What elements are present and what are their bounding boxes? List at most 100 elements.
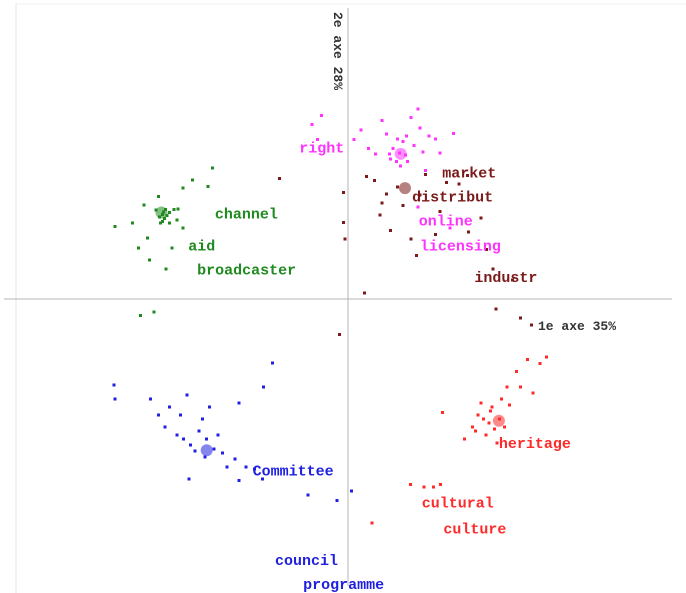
data-point-maroon — [277, 177, 281, 181]
data-point-magenta — [412, 143, 416, 147]
centroid-green — [155, 206, 168, 219]
data-point-blue — [253, 467, 257, 471]
data-point-maroon — [518, 316, 522, 320]
data-point-magenta — [409, 115, 413, 119]
data-point-magenta — [367, 147, 371, 151]
data-point-maroon — [415, 254, 419, 258]
data-point-blue — [167, 405, 171, 409]
data-point-magenta — [320, 113, 324, 117]
word-label-aid: aid — [188, 238, 215, 255]
data-point-blue — [156, 413, 160, 417]
word-label-culture: culture — [443, 521, 506, 538]
data-point-blue — [203, 455, 207, 459]
data-point-red — [492, 427, 496, 431]
word-label-distribut: distribut — [412, 190, 493, 207]
data-point-maroon — [511, 278, 514, 282]
data-point-blue — [225, 465, 229, 469]
data-point-blue — [188, 443, 192, 447]
data-point-green — [139, 313, 142, 317]
centroids-layer — [155, 147, 505, 457]
data-point-green — [164, 267, 168, 271]
data-point-blue — [261, 477, 265, 481]
word-label-committee: Committee — [253, 464, 334, 481]
word-label-programme: programme — [303, 577, 384, 593]
data-point-red — [487, 421, 491, 425]
data-point-magenta — [384, 132, 388, 136]
data-point-blue — [113, 397, 117, 401]
data-point-green — [181, 186, 185, 190]
data-point-magenta — [388, 152, 392, 156]
data-point-blue — [262, 385, 266, 389]
data-point-red — [439, 483, 443, 487]
data-point-green — [181, 226, 185, 230]
word-label-council: council — [275, 553, 338, 570]
data-point-red — [473, 429, 477, 433]
data-point-red — [544, 355, 548, 359]
data-point-red — [508, 403, 512, 407]
data-point-maroon — [343, 237, 347, 241]
data-point-green — [131, 221, 135, 225]
centroid-magenta — [394, 147, 407, 160]
data-point-red — [481, 417, 485, 421]
data-point-blue — [216, 433, 220, 437]
y-axis-label: 2e axe 28% — [330, 12, 345, 90]
word-labels-layer: right market distribut online licensing indus… — [188, 141, 571, 593]
data-point-magenta — [421, 150, 425, 154]
word-label-market: market — [442, 166, 496, 183]
data-point-maroon — [365, 175, 368, 179]
word-label-online: online — [419, 214, 473, 231]
data-point-red — [370, 521, 374, 525]
data-point-green — [170, 246, 174, 250]
data-point-green — [206, 184, 210, 188]
data-point-green — [156, 195, 160, 199]
data-point-maroon — [479, 216, 483, 220]
data-point-magenta — [416, 205, 420, 209]
data-point-red — [484, 433, 488, 437]
data-point-magenta — [389, 157, 393, 161]
data-point-magenta — [399, 164, 403, 168]
data-point-maroon — [372, 179, 376, 183]
data-point-maroon — [384, 192, 388, 196]
data-point-blue — [233, 457, 237, 461]
data-point-maroon — [457, 182, 461, 186]
data-point-blue — [212, 447, 216, 451]
data-point-red — [505, 385, 509, 389]
word-label-right: right — [299, 141, 344, 158]
data-point-blue — [185, 393, 189, 397]
data-point-red — [440, 410, 444, 414]
data-point-green — [136, 246, 140, 250]
data-point-maroon — [418, 193, 422, 197]
x-axis-label: 1e axe 35% — [538, 319, 616, 334]
data-point-blue — [112, 383, 116, 387]
data-point-green — [172, 207, 176, 211]
data-point-maroon — [466, 174, 470, 177]
data-point-maroon — [363, 291, 367, 295]
axes: 1e axe 35% 2e axe 28% — [4, 8, 672, 586]
data-point-red — [518, 385, 522, 389]
word-label-cultural: cultural — [422, 496, 494, 513]
data-point-blue — [271, 361, 274, 365]
data-point-red — [490, 405, 494, 409]
data-point-green — [147, 258, 151, 262]
centroid-red — [492, 414, 505, 427]
data-point-magenta — [418, 126, 422, 130]
data-point-blue — [178, 413, 182, 417]
data-point-green — [165, 214, 169, 217]
data-point-magenta — [434, 137, 438, 141]
data-point-maroon — [438, 210, 442, 213]
data-point-red — [538, 361, 542, 365]
data-point-red — [462, 437, 466, 441]
data-point-magenta — [359, 128, 363, 132]
data-point-magenta — [380, 118, 384, 122]
data-point-magenta — [427, 134, 431, 138]
data-point-blue — [175, 433, 179, 437]
data-point-blue — [350, 489, 354, 493]
data-point-magenta — [438, 151, 442, 155]
data-point-blue — [197, 429, 201, 433]
data-point-red — [471, 425, 475, 429]
data-point-blue — [193, 449, 197, 453]
data-point-green — [161, 220, 164, 224]
data-point-blue — [306, 493, 310, 497]
data-point-red — [488, 409, 492, 413]
